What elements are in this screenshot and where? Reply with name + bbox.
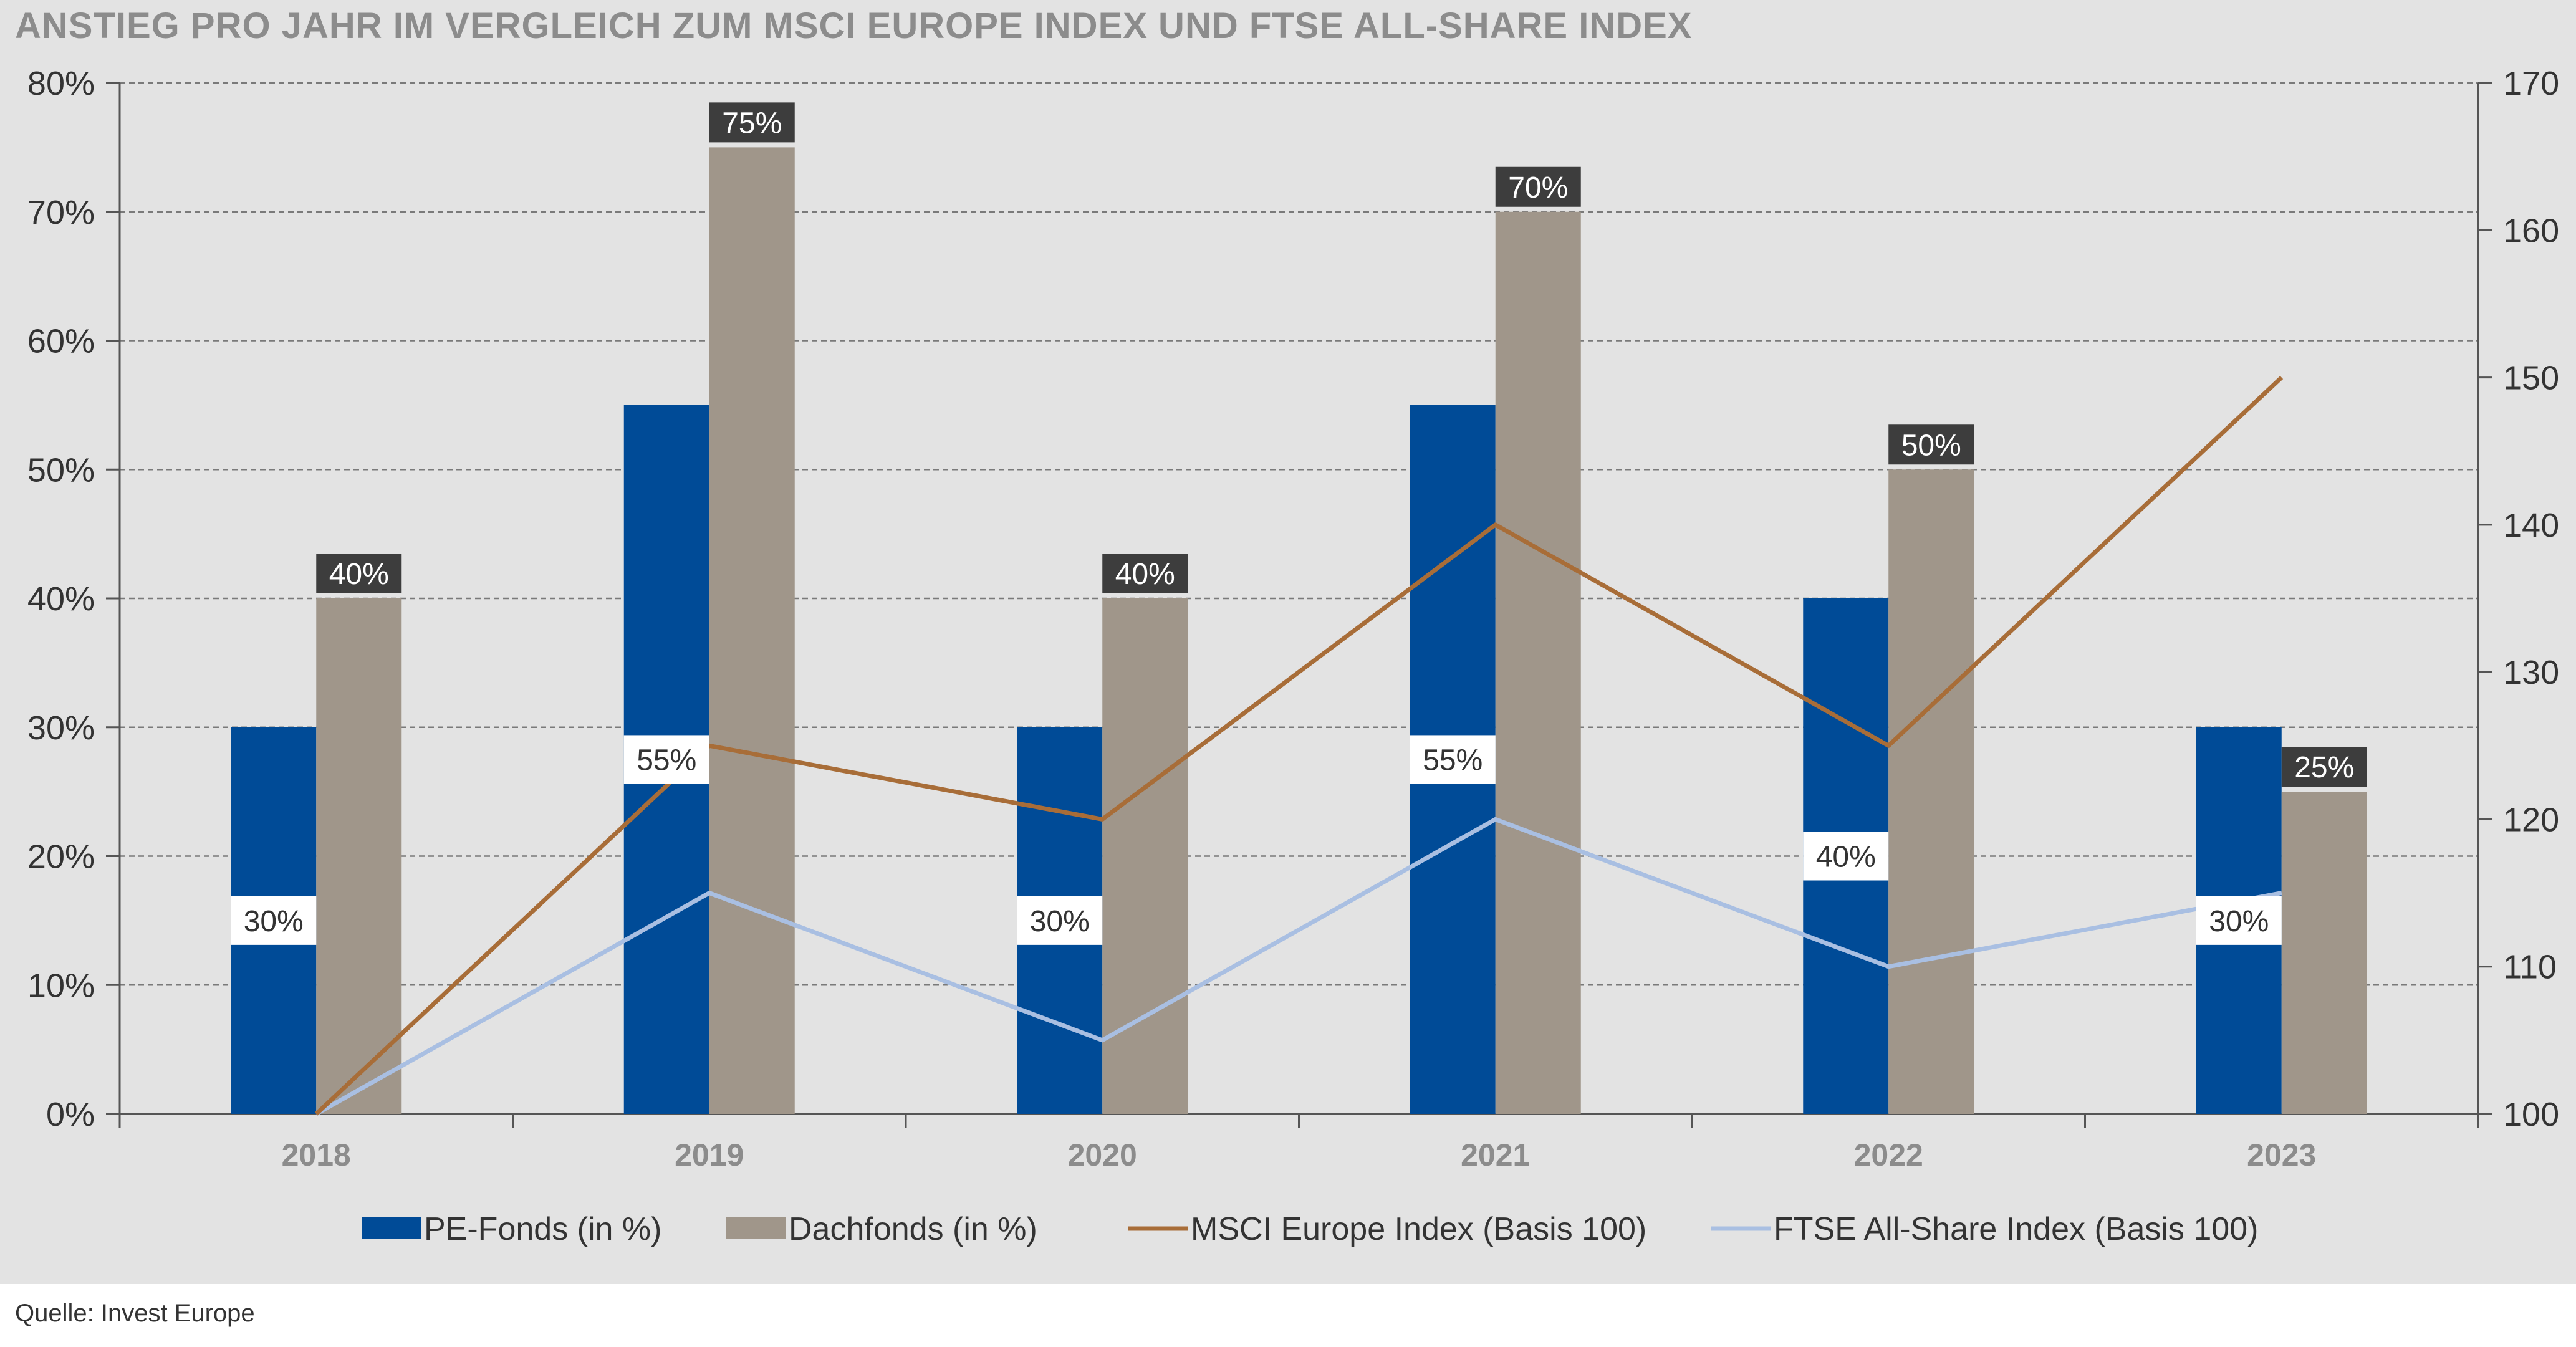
legend-label-2: MSCI Europe Index (Basis 100) — [1191, 1211, 1646, 1247]
data-label-dachfonds: 40% — [1115, 558, 1175, 591]
data-label-box-dachfonds — [709, 102, 795, 143]
data-label-box-pe-fonds — [623, 735, 709, 784]
data-label-dachfonds: 50% — [1901, 429, 1961, 462]
y-left-tick-label: 80% — [27, 65, 95, 102]
data-labels: 40% 30% 75% 55% 40% 30% 70% 55% 50% 40% 25% 30% — [231, 102, 2367, 945]
data-label-box-dachfonds — [1495, 166, 1581, 207]
chart-panel — [0, 0, 2576, 1284]
x-tick-label: 2021 — [1461, 1138, 1530, 1172]
data-label-box-pe-fonds — [231, 896, 317, 945]
legend-label-3: FTSE All-Share Index (Basis 100) — [1774, 1211, 2258, 1247]
data-label-box-dachfonds — [2281, 747, 2367, 787]
chart-title: ANSTIEG PRO JAHR IM VERGLEICH ZUM MSCI E… — [15, 6, 1693, 46]
data-label-dachfonds: 70% — [1508, 171, 1568, 204]
legend-swatch-0 — [362, 1217, 421, 1239]
data-label-pe-fonds: 40% — [1816, 841, 1876, 874]
data-label-pe-fonds: 55% — [1423, 744, 1483, 777]
bar-dachfonds — [2281, 792, 2367, 1114]
data-label-pe-fonds: 30% — [244, 905, 304, 938]
bars — [231, 147, 2367, 1114]
data-label-dachfonds: 40% — [329, 558, 389, 591]
bar-dachfonds — [1888, 469, 1974, 1114]
y-right-tick-label: 170 — [2503, 65, 2559, 102]
y-left-tick-label: 60% — [27, 323, 95, 360]
data-label-box-dachfonds — [1102, 554, 1188, 593]
legend: PE-Fonds (in %) Dachfonds (in %) MSCI Euro… — [362, 1211, 2258, 1247]
y-left-tick-label: 50% — [27, 451, 95, 489]
legend-label-1: Dachfonds (in %) — [789, 1211, 1037, 1247]
data-label-dachfonds: 75% — [722, 107, 782, 140]
legend-label-0: PE-Fonds (in %) — [424, 1211, 661, 1247]
line-ftse-all-share — [315, 817, 2282, 1116]
chart-canvas: 0% 10% 20% 30% 40% 50% 60% 70% 80% 100 110 120 130 14… — [27, 65, 2559, 1247]
x-tick-label: 2023 — [2247, 1138, 2316, 1172]
bar-dachfonds — [709, 147, 795, 1114]
legend-swatch-1 — [726, 1217, 786, 1239]
axes: 0% 10% 20% 30% 40% 50% 60% 70% 80% 100 110 120 130 14… — [27, 65, 2559, 1172]
bar-dachfonds — [316, 598, 402, 1114]
grid-lines — [120, 82, 2478, 986]
bar-dachfonds — [1102, 598, 1188, 1114]
y-right-tick-label: 100 — [2503, 1096, 2559, 1133]
data-label-box-dachfonds — [1888, 424, 1974, 465]
y-right-tick-label: 130 — [2503, 654, 2559, 691]
x-tick-label: 2018 — [282, 1138, 351, 1172]
data-label-box-pe-fonds — [2196, 896, 2282, 945]
y-right-tick-label: 110 — [2503, 949, 2557, 986]
data-label-dachfonds: 25% — [2294, 751, 2354, 784]
data-label-pe-fonds: 55% — [637, 744, 696, 777]
data-label-pe-fonds: 30% — [2209, 905, 2269, 938]
index-lines — [314, 376, 2284, 1116]
y-left-tick-label: 40% — [27, 580, 95, 618]
x-tick-label: 2019 — [675, 1138, 744, 1172]
bar-dachfonds — [1495, 211, 1581, 1114]
y-left-tick-label: 0% — [46, 1096, 95, 1133]
y-right-tick-label: 150 — [2503, 360, 2559, 397]
line-msci-europe — [314, 376, 2284, 1116]
y-right-tick-label: 140 — [2503, 507, 2559, 544]
y-left-tick-label: 20% — [27, 838, 95, 876]
y-left-tick-label: 10% — [27, 967, 95, 1004]
y-right-tick-label: 160 — [2503, 212, 2559, 249]
y-left-tick-label: 30% — [27, 709, 95, 747]
x-tick-label: 2020 — [1068, 1138, 1137, 1172]
data-label-pe-fonds: 30% — [1030, 905, 1090, 938]
data-label-box-pe-fonds — [1017, 896, 1103, 945]
x-tick-label: 2022 — [1854, 1138, 1923, 1172]
data-label-box-pe-fonds — [1410, 735, 1496, 784]
data-label-box-dachfonds — [316, 554, 402, 593]
data-label-box-pe-fonds — [1803, 832, 1889, 881]
y-right-tick-label: 120 — [2503, 801, 2559, 838]
y-left-tick-label: 70% — [27, 194, 95, 231]
source-note: Quelle: Invest Europe — [15, 1300, 255, 1327]
